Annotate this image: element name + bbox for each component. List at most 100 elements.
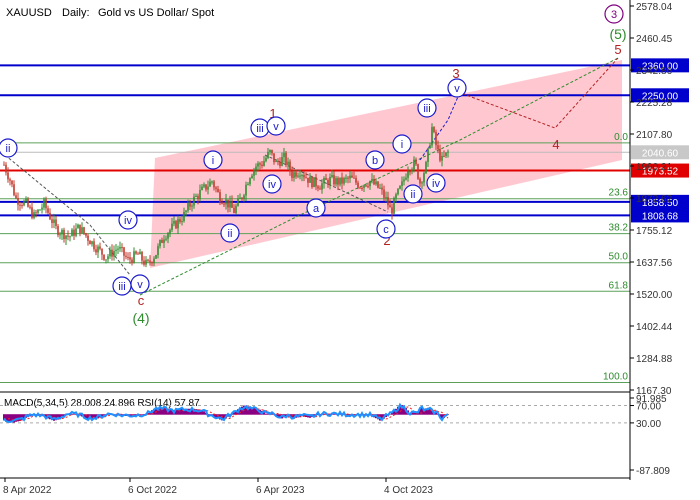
macd-histogram-bar [175,409,177,415]
candle-body [369,180,371,187]
candle-body [215,187,217,189]
candle-body [435,132,437,146]
time-tick-label: 4 Oct 2023 [384,485,433,496]
wave-label: iv [432,178,440,190]
wave-label-circle [203,150,223,170]
candle-body [127,256,129,258]
wave-label: 3 [452,66,459,81]
wave-label-circle [447,78,467,98]
candle-body [5,164,7,173]
macd-histogram-bar [235,410,237,415]
macd-histogram-bar [159,407,161,415]
wave-label: iv [268,179,276,191]
macd-histogram-bar [169,409,171,415]
wave-label: 3 [611,9,617,21]
wave-label: iii [423,103,430,115]
candle-body [243,195,245,199]
wave-label: v [273,121,279,133]
candle-body [307,177,309,183]
candle-body [249,178,251,185]
wave-label: 2 [383,233,390,248]
wave-label: 5 [614,42,621,57]
candle-body [9,179,11,181]
level-price-tag [631,208,689,223]
candle-body [15,195,17,199]
rsi-line [3,402,449,424]
candle-body [163,239,165,243]
macd-histogram-bar [265,413,267,415]
candle-body [377,181,379,188]
wave-label-circle [220,223,240,243]
wave-label: i [212,155,214,167]
macd-histogram-bar [393,410,395,415]
candle-body [205,184,207,190]
candle-body [391,207,393,214]
candle-body [269,149,271,153]
macd-histogram-bar [391,412,393,415]
candle-body [441,155,443,161]
candle-body [79,224,81,234]
candle-body [41,207,43,210]
macd-histogram-bar [141,414,143,415]
candle-body [219,192,221,203]
candle-body [301,175,303,177]
price-tick-label: 1755.12 [636,226,673,237]
wave-label: ii [228,228,233,240]
candle-body [421,182,423,184]
wave-label: v [137,279,143,291]
macd-histogram-bar [251,407,253,415]
candle-body [239,197,241,199]
candle-body [85,233,87,236]
candle-body [401,181,403,186]
candle-body [345,177,347,179]
macd-histogram-bar [369,414,371,416]
macd-histogram-bar [425,409,427,415]
candle-body [289,161,291,172]
candle-body [321,183,323,190]
candle-body [73,229,75,236]
candle-body [17,198,19,205]
candle-body [335,178,337,185]
candle-body [309,177,311,183]
candle-body [53,219,55,224]
candle-body [93,241,95,250]
macd-histogram-bar [161,407,163,415]
candle-body [343,177,345,184]
indicator-tick-label: -87.809 [636,466,670,477]
candle-body [169,229,171,234]
macd-histogram-bar [239,407,241,415]
macd-histogram-bar [153,408,155,415]
candle-body [143,260,145,265]
candle-body [151,262,153,264]
candle-body [177,219,179,229]
candle-body [125,255,127,257]
candle-body [327,180,329,185]
macd-histogram-bar [427,409,429,415]
candle-body [403,179,405,182]
macd-histogram-bar [233,412,235,415]
candle-body [217,188,219,193]
wave-label: iii [256,123,263,135]
candle-body [315,177,317,187]
indicator-tick-label: 70.00 [636,402,661,413]
macd-histogram-bar [45,414,47,418]
macd-histogram-bar [191,408,193,415]
candle-body [371,178,373,181]
candle-body [253,169,255,176]
macd-histogram-bar [59,414,61,419]
macd-histogram-bar [329,413,331,415]
macd-histogram-bar [389,414,391,415]
candle-body [261,164,263,167]
candle-body [255,166,257,170]
candle-body [193,196,195,206]
candle-body [47,208,49,213]
wave-label: ii [6,143,11,155]
candle-body [271,149,273,154]
macd-histogram-bar [157,407,159,415]
candle-body [171,223,173,230]
candle-body [251,175,253,179]
candle-body [49,212,51,220]
candle-body [157,246,159,256]
candle-body [211,181,213,183]
price-tick-label: 1637.56 [636,258,673,269]
